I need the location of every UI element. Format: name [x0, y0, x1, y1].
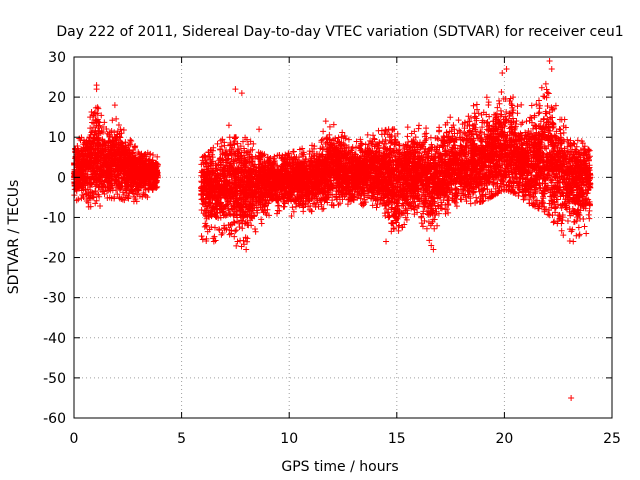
data-point [103, 126, 110, 133]
data-point [120, 191, 127, 198]
data-point [130, 198, 137, 205]
data-points-layer [71, 58, 594, 401]
data-point [128, 137, 135, 144]
data-point [87, 125, 94, 132]
data-point [123, 187, 130, 194]
data-point [93, 197, 100, 204]
data-point [82, 186, 89, 193]
data-point [78, 195, 85, 202]
data-point [92, 104, 99, 111]
data-point [75, 196, 82, 203]
data-point [144, 194, 151, 201]
data-point [79, 191, 86, 198]
data-point [92, 127, 99, 134]
y-axis-label: SDTVAR / TECUs [6, 180, 22, 295]
x-axis-label: GPS time / hours [281, 459, 398, 475]
data-point [127, 136, 134, 143]
chart-title: Day 222 of 2011, Sidereal Day-to-day VTE… [56, 24, 623, 40]
data-point [98, 112, 105, 119]
data-point [119, 196, 126, 203]
data-point [97, 203, 104, 210]
data-point [92, 200, 99, 207]
data-point [72, 155, 79, 162]
data-point [87, 203, 94, 210]
data-point [101, 119, 108, 126]
data-point [99, 124, 106, 131]
